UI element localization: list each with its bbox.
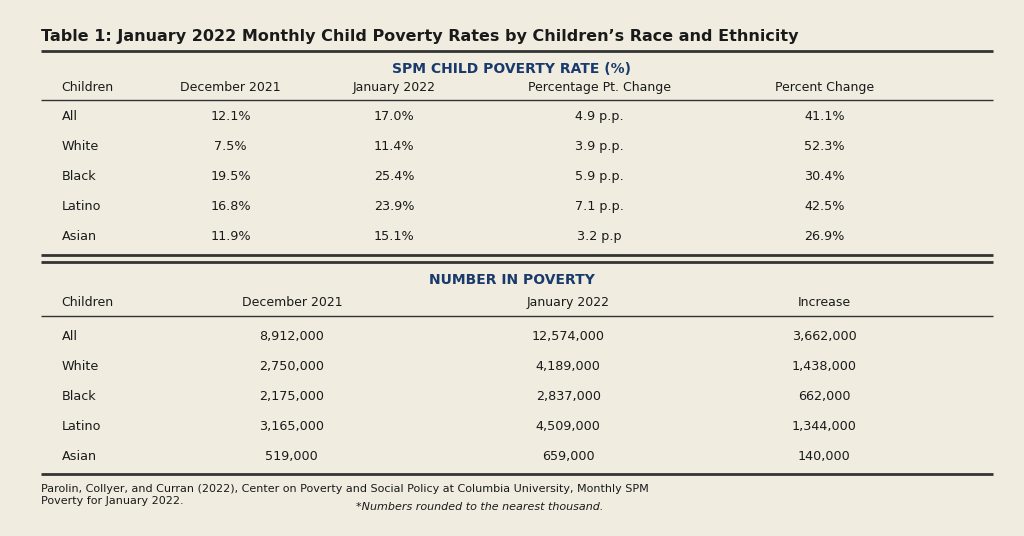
- Text: 2,750,000: 2,750,000: [259, 360, 325, 373]
- Text: Black: Black: [61, 390, 96, 403]
- Text: 519,000: 519,000: [265, 450, 318, 463]
- Text: 4.9 p.p.: 4.9 p.p.: [574, 110, 624, 123]
- Text: 662,000: 662,000: [798, 390, 851, 403]
- Text: Latino: Latino: [61, 420, 101, 433]
- Text: SPM CHILD POVERTY RATE (%): SPM CHILD POVERTY RATE (%): [392, 62, 632, 76]
- Text: White: White: [61, 360, 98, 373]
- Text: Asian: Asian: [61, 450, 96, 463]
- Text: Black: Black: [61, 170, 96, 183]
- Text: 3,165,000: 3,165,000: [259, 420, 325, 433]
- Text: Children: Children: [61, 81, 114, 94]
- Text: 3.2 p.p: 3.2 p.p: [577, 230, 622, 243]
- Text: 11.9%: 11.9%: [210, 230, 251, 243]
- Text: 52.3%: 52.3%: [804, 140, 845, 153]
- Text: Latino: Latino: [61, 200, 101, 213]
- Text: Increase: Increase: [798, 296, 851, 309]
- Text: January 2022: January 2022: [352, 81, 436, 94]
- Text: 2,175,000: 2,175,000: [259, 390, 325, 403]
- Text: 4,509,000: 4,509,000: [536, 420, 601, 433]
- Text: 7.1 p.p.: 7.1 p.p.: [574, 200, 624, 213]
- Text: White: White: [61, 140, 98, 153]
- Text: 5.9 p.p.: 5.9 p.p.: [574, 170, 624, 183]
- Text: 12.1%: 12.1%: [210, 110, 251, 123]
- Text: 140,000: 140,000: [798, 450, 851, 463]
- Text: 2,837,000: 2,837,000: [536, 390, 601, 403]
- Text: Children: Children: [61, 296, 114, 309]
- Text: 7.5%: 7.5%: [214, 140, 247, 153]
- Text: All: All: [61, 330, 78, 343]
- Text: Asian: Asian: [61, 230, 96, 243]
- Text: 1,438,000: 1,438,000: [792, 360, 857, 373]
- Text: 3.9 p.p.: 3.9 p.p.: [574, 140, 624, 153]
- Text: 16.8%: 16.8%: [210, 200, 251, 213]
- Text: 26.9%: 26.9%: [804, 230, 845, 243]
- Text: 1,344,000: 1,344,000: [792, 420, 857, 433]
- Text: 23.9%: 23.9%: [374, 200, 415, 213]
- Text: 11.4%: 11.4%: [374, 140, 415, 153]
- Text: Percentage Pt. Change: Percentage Pt. Change: [527, 81, 671, 94]
- Text: *Numbers rounded to the nearest thousand.: *Numbers rounded to the nearest thousand…: [356, 502, 604, 512]
- Text: 30.4%: 30.4%: [804, 170, 845, 183]
- Text: All: All: [61, 110, 78, 123]
- Text: 8,912,000: 8,912,000: [259, 330, 325, 343]
- Text: 15.1%: 15.1%: [374, 230, 415, 243]
- Text: 4,189,000: 4,189,000: [536, 360, 601, 373]
- Text: 42.5%: 42.5%: [804, 200, 845, 213]
- Text: 3,662,000: 3,662,000: [792, 330, 857, 343]
- Text: Table 1: January 2022 Monthly Child Poverty Rates by Children’s Race and Ethnici: Table 1: January 2022 Monthly Child Pove…: [41, 29, 799, 44]
- Text: NUMBER IN POVERTY: NUMBER IN POVERTY: [429, 273, 595, 287]
- Text: 17.0%: 17.0%: [374, 110, 415, 123]
- Text: 659,000: 659,000: [542, 450, 595, 463]
- Text: 12,574,000: 12,574,000: [531, 330, 605, 343]
- Text: January 2022: January 2022: [526, 296, 610, 309]
- Text: 41.1%: 41.1%: [804, 110, 845, 123]
- Text: Percent Change: Percent Change: [775, 81, 873, 94]
- Text: 25.4%: 25.4%: [374, 170, 415, 183]
- Text: December 2021: December 2021: [242, 296, 342, 309]
- Text: December 2021: December 2021: [180, 81, 281, 94]
- Text: 19.5%: 19.5%: [210, 170, 251, 183]
- Text: Parolin, Collyer, and Curran (2022), Center on Poverty and Social Policy at Colu: Parolin, Collyer, and Curran (2022), Cen…: [41, 484, 649, 505]
